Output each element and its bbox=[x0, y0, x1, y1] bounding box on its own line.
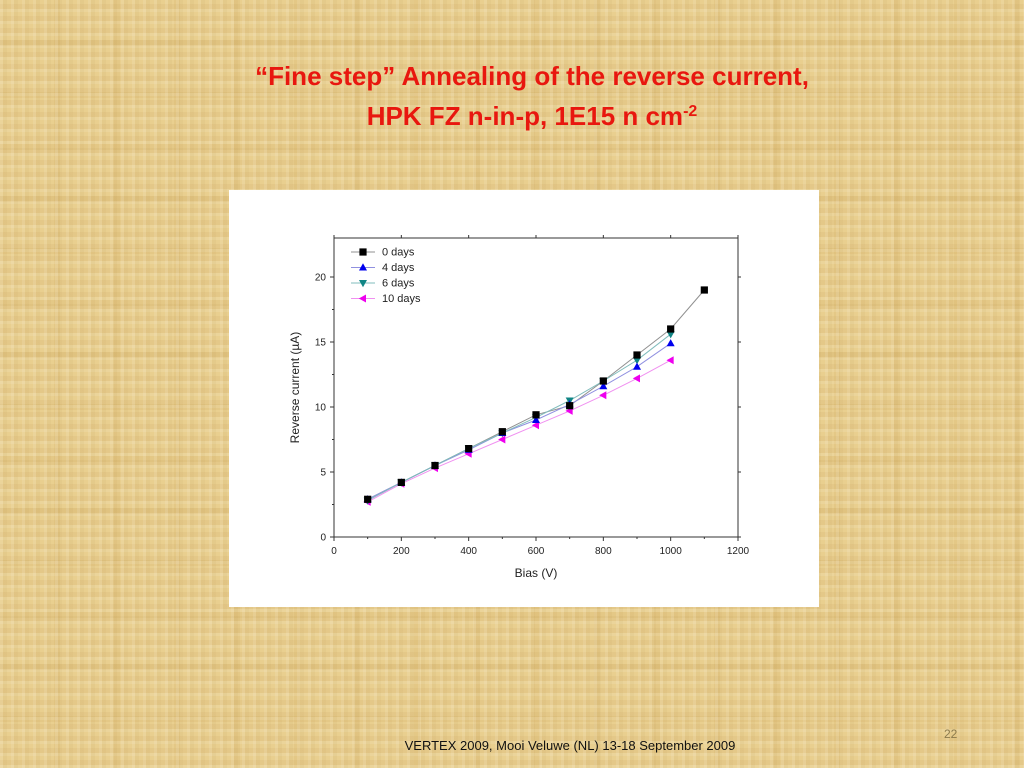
title-line-2-text: HPK FZ n-in-p, 1E15 n cm bbox=[366, 101, 684, 131]
data-point bbox=[666, 331, 675, 339]
series-line bbox=[367, 359, 671, 503]
data-point bbox=[666, 356, 674, 365]
series-line bbox=[367, 289, 705, 500]
slide-footer: VERTEX 2009, Mooi Veluwe (NL) 13-18 Sept… bbox=[404, 738, 736, 753]
data-point bbox=[431, 461, 439, 470]
series-line bbox=[367, 333, 671, 502]
legend-label: 10 days bbox=[382, 293, 421, 305]
data-point bbox=[498, 435, 506, 444]
x-tick-label: 400 bbox=[460, 546, 477, 557]
data-point bbox=[633, 357, 641, 365]
data-point bbox=[666, 339, 675, 347]
legend-label: 6 days bbox=[382, 278, 415, 290]
data-point bbox=[532, 411, 540, 419]
chart-panel: 0 200 400 600 800 1000 1200 0 5 10 15 20 Bias (V) Rev… bbox=[229, 190, 819, 607]
data-point bbox=[498, 428, 506, 436]
x-tick-label: 0 bbox=[331, 546, 337, 557]
y-tick-label: 5 bbox=[320, 468, 326, 479]
data-point bbox=[667, 325, 675, 333]
slide-title: “Fine step” Annealing of the reverse cur… bbox=[0, 56, 1024, 136]
y-tick-label: 0 bbox=[320, 533, 326, 544]
x-tick-label: 1200 bbox=[727, 546, 750, 557]
series-line bbox=[367, 342, 671, 500]
data-point bbox=[465, 445, 473, 453]
legend-marker bbox=[359, 280, 367, 288]
y-axis-label: Reverse current (µA) bbox=[288, 332, 302, 444]
data-point bbox=[566, 402, 574, 410]
reverse-current-chart: 0 200 400 600 800 1000 1200 0 5 10 15 20 Bias (V) Rev… bbox=[288, 235, 750, 580]
title-line-1: “Fine step” Annealing of the reverse cur… bbox=[255, 61, 809, 91]
page-number: 22 bbox=[944, 727, 958, 741]
data-point bbox=[397, 478, 405, 486]
y-tick-label: 10 bbox=[315, 403, 327, 414]
title-superscript: -2 bbox=[683, 103, 698, 120]
data-point bbox=[599, 377, 607, 385]
legend-label: 0 days bbox=[382, 247, 415, 259]
x-tick-label: 200 bbox=[393, 546, 410, 557]
x-tick-label: 800 bbox=[595, 546, 612, 557]
x-tick-label: 1000 bbox=[660, 546, 683, 557]
data-point bbox=[599, 391, 607, 400]
x-tick-label: 600 bbox=[528, 546, 545, 557]
legend-marker bbox=[359, 263, 367, 271]
data-point bbox=[632, 374, 640, 383]
legend-marker bbox=[359, 248, 367, 256]
data-point bbox=[364, 495, 372, 503]
legend-marker bbox=[358, 294, 366, 303]
y-tick-label: 15 bbox=[315, 338, 327, 349]
data-point bbox=[700, 286, 708, 294]
title-line-2: HPK FZ n-in-p, 1E15 n cm-2 bbox=[0, 96, 1024, 136]
data-point bbox=[633, 351, 641, 359]
data-point bbox=[633, 362, 641, 370]
data-point bbox=[599, 382, 608, 390]
x-axis-label: Bias (V) bbox=[515, 566, 558, 580]
data-point bbox=[532, 415, 540, 423]
legend-label: 4 days bbox=[382, 262, 415, 274]
y-tick-label: 20 bbox=[315, 273, 327, 284]
data-point bbox=[531, 421, 539, 430]
